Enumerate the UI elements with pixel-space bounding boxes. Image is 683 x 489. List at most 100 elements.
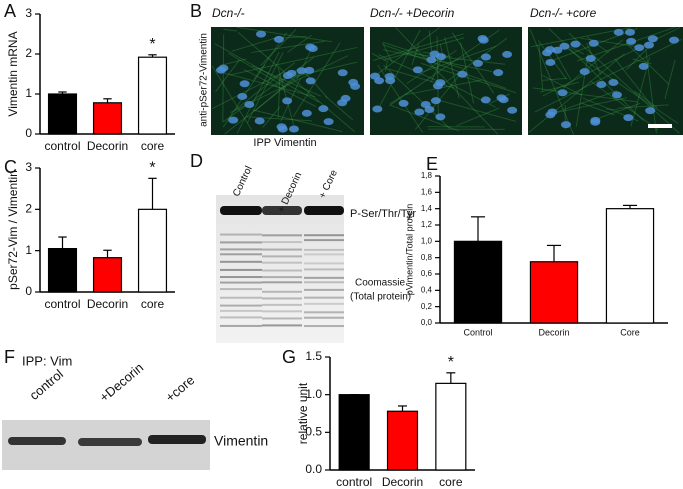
fiber xyxy=(277,74,281,118)
fiber xyxy=(220,58,247,66)
x-tick-label: core xyxy=(141,139,165,153)
fiber xyxy=(532,87,638,103)
fiber xyxy=(390,104,460,132)
gel-band xyxy=(220,316,262,319)
x-tick-label: Decorin xyxy=(538,327,569,337)
x-tick-label: Decorin xyxy=(87,297,128,311)
y-tick-label: 0,4 xyxy=(421,285,433,294)
fiber xyxy=(541,74,582,96)
nucleus xyxy=(430,97,441,105)
gel-band xyxy=(304,253,344,256)
y-tick-label: 1,8 xyxy=(421,171,433,180)
fiber xyxy=(581,102,615,116)
x-tick-label: core xyxy=(439,475,463,489)
nucleus xyxy=(552,46,563,54)
gel-band xyxy=(262,269,302,272)
nucleus xyxy=(239,80,250,88)
y-tick-label: 0.0 xyxy=(305,462,322,476)
nucleus xyxy=(647,35,658,43)
gel-band xyxy=(304,302,344,305)
fiber xyxy=(634,90,658,109)
gel-band xyxy=(304,206,344,215)
nucleus xyxy=(435,113,446,121)
nucleus xyxy=(579,68,590,76)
significance-star: * xyxy=(448,354,454,371)
y-tick-label: 0,8 xyxy=(421,253,433,262)
nucleus xyxy=(478,36,489,44)
nucleus xyxy=(613,28,624,36)
x-tick-label: Control xyxy=(463,327,492,337)
nucleus xyxy=(318,105,329,113)
fiber xyxy=(231,36,281,52)
nucleus xyxy=(585,55,596,63)
y-tick-label: 3 xyxy=(25,160,32,174)
y-tick-label: 3 xyxy=(25,6,32,20)
nucleus xyxy=(337,99,348,107)
fiber xyxy=(224,74,301,135)
bar xyxy=(92,102,123,135)
fiber xyxy=(576,26,676,62)
gel-band xyxy=(262,324,302,327)
y-tick-label: 0 xyxy=(25,126,32,140)
nucleus xyxy=(307,45,318,53)
fiber xyxy=(530,27,630,48)
fiber xyxy=(212,71,285,110)
bar xyxy=(453,240,503,324)
fiber xyxy=(223,28,237,32)
fiber xyxy=(389,89,413,104)
fiber xyxy=(456,107,500,127)
gel-band xyxy=(220,233,262,236)
fiber xyxy=(372,33,464,61)
gel-band xyxy=(262,241,302,244)
fiber xyxy=(645,49,657,134)
x-tick-label: Decorin xyxy=(382,475,423,489)
nucleus xyxy=(337,69,348,77)
y-tick-label: 1,0 xyxy=(421,236,433,245)
gel-band xyxy=(220,206,262,215)
fiber xyxy=(237,32,356,133)
y-tick-label: 1,2 xyxy=(421,220,433,229)
fiber xyxy=(383,41,463,69)
y-tick-label: 1 xyxy=(25,86,32,100)
gel-band xyxy=(220,268,262,271)
gel-band xyxy=(220,288,262,291)
fiber xyxy=(542,77,568,81)
fiber xyxy=(218,71,316,98)
x-tick-label: Core xyxy=(620,327,640,337)
micrographs xyxy=(211,26,683,136)
fiber xyxy=(382,44,507,89)
nucleus xyxy=(623,114,634,122)
panel-letter: G xyxy=(282,347,296,367)
fiber xyxy=(590,80,659,131)
bar xyxy=(137,208,168,293)
band-label: P-Ser/Thr/Tyr xyxy=(350,208,416,220)
nucleus xyxy=(608,79,619,87)
nucleus xyxy=(228,116,239,124)
fiber xyxy=(664,59,676,100)
fiber xyxy=(236,51,280,134)
y-tick-label: 1 xyxy=(25,243,32,257)
gel-band xyxy=(304,262,344,265)
fiber xyxy=(252,109,343,133)
fiber xyxy=(420,62,517,94)
fiber xyxy=(632,58,652,65)
fiber xyxy=(404,79,482,96)
fiber xyxy=(369,26,440,81)
nucleus xyxy=(244,101,255,109)
panel-letter: C xyxy=(4,157,17,177)
fiber xyxy=(625,36,659,71)
lane-label: Control xyxy=(231,165,255,199)
nucleus xyxy=(426,56,437,64)
fiber xyxy=(214,43,320,103)
nucleus xyxy=(625,28,636,36)
fiber xyxy=(292,42,341,117)
fiber xyxy=(422,45,497,73)
blot-band xyxy=(148,435,206,444)
micrograph xyxy=(370,27,522,135)
gel-band xyxy=(304,276,344,279)
fiber xyxy=(540,81,579,93)
y-tick-label: 1.0 xyxy=(305,387,322,401)
gel-band xyxy=(220,253,262,256)
fiber xyxy=(251,65,321,97)
gel-band xyxy=(304,311,344,314)
